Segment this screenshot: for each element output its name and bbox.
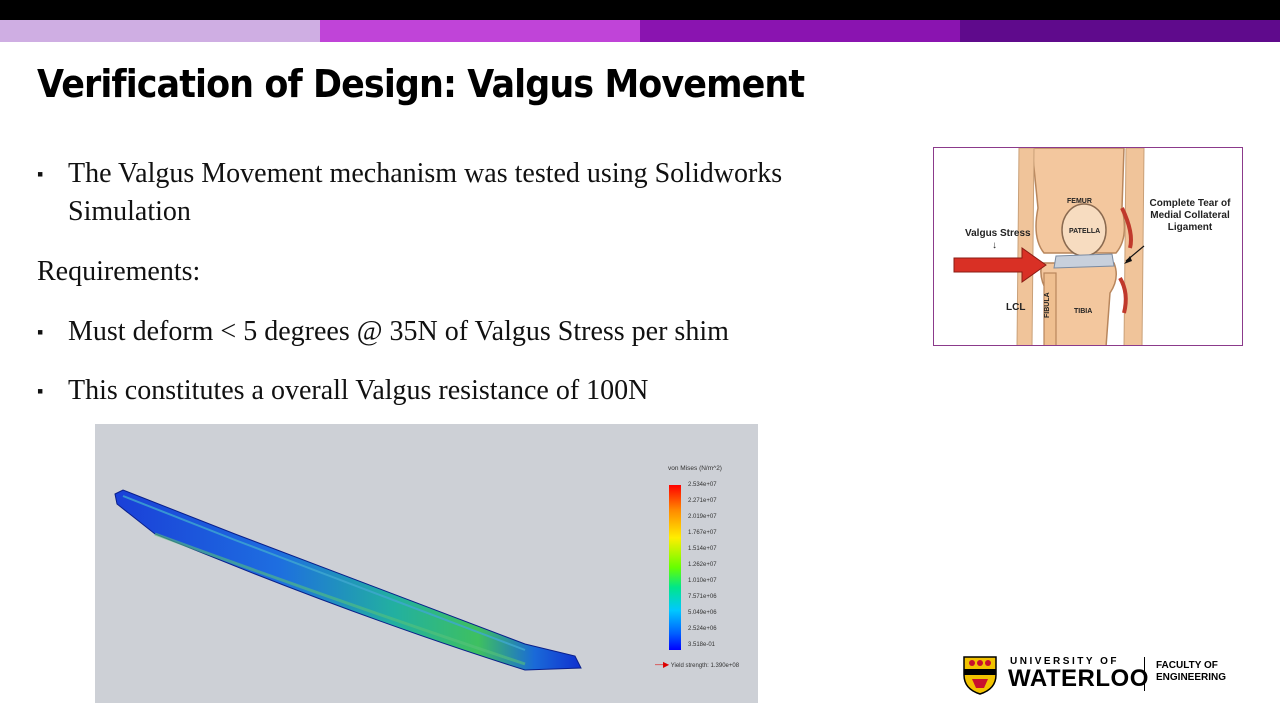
- tibia-label: TIBIA: [1074, 308, 1093, 315]
- bullet-marker: ▪: [37, 164, 44, 184]
- lcl-label: LCL: [1006, 302, 1026, 313]
- color-band: [0, 20, 1280, 42]
- band-segment-1: [0, 20, 320, 42]
- down-arrow-icon: ↓: [992, 240, 997, 251]
- legend-tick-9: 2.524e+06: [688, 626, 717, 632]
- band-segment-4: [960, 20, 1280, 42]
- university-logo: UNIVERSITY OF WATERLOO FACULTY OF ENGINE…: [962, 655, 1242, 697]
- waterloo-text: WATERLOO: [1008, 665, 1149, 692]
- yield-strength-text: Yield strength: 1.390e+08: [670, 663, 740, 669]
- band-segment-3: [640, 20, 960, 42]
- legend-tick-0: 2.534e+07: [688, 482, 717, 488]
- faculty-text: FACULTY OF ENGINEERING: [1156, 660, 1226, 684]
- bullet-item-3: ▪ This constitutes a overall Valgus resi…: [37, 372, 648, 410]
- bullet-3-text: This constitutes a overall Valgus resist…: [68, 375, 649, 406]
- fibula-label: FIBULA: [1044, 292, 1051, 318]
- patella-label: PATELLA: [1069, 228, 1101, 235]
- bullet-2-text: Must deform < 5 degrees @ 35N of Valgus …: [68, 316, 729, 347]
- femur-label: FEMUR: [1067, 198, 1092, 205]
- legend-color-bar: [669, 485, 681, 650]
- bullet-marker: ▪: [37, 381, 44, 401]
- band-segment-2: [320, 20, 640, 42]
- mcl-tear-label: Complete Tear of Medial Collateral Ligam…: [1149, 198, 1231, 233]
- legend-tick-7: 7.571e+06: [688, 594, 717, 600]
- bullet-1-line-1: The Valgus Movement mechanism was tested…: [68, 158, 783, 189]
- bullet-item-2: ▪ Must deform < 5 degrees @ 35N of Valgu…: [37, 313, 729, 351]
- knee-diagram: FEMUR PATELLA TIBIA FIBULA LCL Valgus St…: [933, 147, 1243, 346]
- top-black-bar: [0, 0, 1280, 20]
- legend-tick-10: 3.518e-01: [688, 642, 716, 648]
- legend-tick-5: 1.262e+07: [688, 562, 717, 568]
- stress-simulation-image: von Mises (N/m^2) 2.534e+07 2.271e+07 2.…: [95, 424, 758, 703]
- slide-title: Verification of Design: Valgus Movement: [37, 62, 805, 106]
- legend-tick-8: 5.049e+06: [688, 610, 717, 616]
- legend-title: von Mises (N/m^2): [668, 465, 722, 472]
- legend-tick-2: 2.019e+07: [688, 514, 717, 520]
- knee-illustration: [953, 148, 1145, 345]
- legend-tick-1: 2.271e+07: [688, 498, 717, 504]
- faculty-line-2: ENGINEERING: [1156, 672, 1227, 683]
- legend-tick-4: 1.514e+07: [688, 546, 717, 552]
- university-of-text: UNIVERSITY OF: [1010, 656, 1119, 667]
- legend-tick-3: 1.767e+07: [688, 530, 717, 536]
- bullet-item-1: ▪ The Valgus Movement mechanism was test…: [37, 155, 782, 231]
- bullet-1-line-2: Simulation: [68, 196, 191, 227]
- legend-tick-6: 1.010e+07: [688, 578, 717, 584]
- valgus-stress-label: Valgus Stress: [965, 228, 1031, 239]
- faculty-line-1: FACULTY OF: [1156, 660, 1218, 671]
- shim-model: [114, 489, 582, 671]
- bullet-marker: ▪: [37, 322, 44, 342]
- yield-strength-label: —▶ Yield strength: 1.390e+08: [655, 660, 739, 669]
- shield-icon: [963, 656, 997, 695]
- requirements-label: Requirements:: [37, 256, 201, 287]
- yield-arrow-icon: —▶: [655, 660, 670, 669]
- logo-divider: [1144, 657, 1145, 691]
